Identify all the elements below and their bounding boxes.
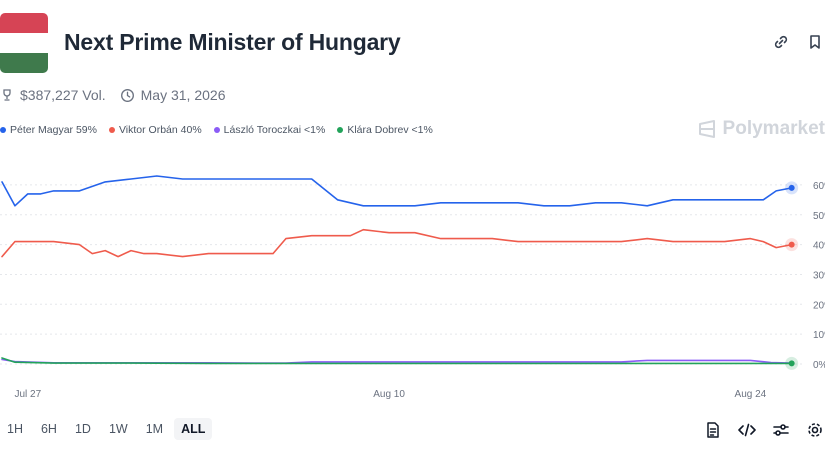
- flag-stripe-green: [0, 53, 48, 73]
- trophy-icon: [3, 89, 11, 101]
- chart-tools: [703, 420, 825, 440]
- embed-code-icon[interactable]: [737, 420, 757, 440]
- range-6h[interactable]: 6H: [40, 422, 57, 436]
- legend-dot: [213, 127, 220, 133]
- range-1w[interactable]: 1W: [108, 422, 128, 436]
- polymarket-watermark: Polymarket: [697, 118, 825, 140]
- series-line-3: [1, 357, 793, 365]
- market-title: Next Prime Minister of Hungary: [64, 29, 401, 55]
- legend-label: Péter Magyar 59%: [10, 124, 97, 136]
- endpoint-dot: [788, 241, 795, 248]
- endpoint-dot: [788, 360, 795, 367]
- market-meta: $387,227 Vol. May 31, 2026: [0, 87, 225, 103]
- link-icon[interactable]: [771, 32, 791, 52]
- y-tick-label: 50%: [813, 211, 825, 222]
- settings-icon[interactable]: [805, 420, 825, 440]
- watermark-text: Polymarket: [722, 118, 825, 139]
- flag-stripe-red: [0, 13, 48, 33]
- legend-dot: [337, 127, 344, 133]
- range-1h[interactable]: 1H: [7, 422, 23, 436]
- y-tick-label: 40%: [813, 241, 825, 252]
- y-tick-label: 60%: [813, 181, 825, 192]
- legend-label: Klára Dobrev <1%: [347, 124, 433, 136]
- y-tick-label: 20%: [813, 300, 825, 311]
- chart-legend: Péter Magyar 59% Viktor Orbán 40% László…: [0, 124, 433, 136]
- hungary-flag: [0, 13, 48, 73]
- sliders-icon[interactable]: [771, 420, 791, 440]
- endpoint-dot: [788, 184, 795, 191]
- series-line-0: [1, 175, 793, 207]
- range-1d[interactable]: 1D: [74, 422, 91, 436]
- legend-item-magyar: Péter Magyar 59%: [0, 124, 97, 136]
- header-actions: [771, 32, 825, 52]
- price-chart[interactable]: 0% 10% 20% 30% 40% 50% 60% Jul 27 Aug 10 Aug 24: [0, 160, 825, 410]
- series-line-1: [1, 228, 793, 258]
- end-date-text: May 31, 2026: [140, 87, 226, 103]
- x-tick-label: Jul 27: [14, 389, 41, 400]
- volume-text: $387,227 Vol.: [20, 87, 106, 103]
- range-all[interactable]: ALL: [174, 418, 213, 440]
- y-tick-label: 10%: [813, 330, 825, 341]
- clock-icon: [120, 88, 134, 102]
- range-1m[interactable]: 1M: [145, 422, 164, 436]
- x-tick-label: Aug 10: [373, 389, 405, 400]
- x-tick-label: Aug 24: [735, 389, 767, 400]
- legend-label: László Toroczkai <1%: [223, 124, 326, 136]
- legend-item-orban: Viktor Orbán 40%: [108, 124, 202, 136]
- document-icon[interactable]: [703, 420, 723, 440]
- legend-dot: [108, 127, 115, 133]
- time-range-selector: 1H 6H 1D 1W 1M ALL: [0, 418, 213, 440]
- y-tick-label: 0%: [813, 360, 825, 371]
- bookmark-icon[interactable]: [805, 32, 825, 52]
- legend-item-dobrev: Klára Dobrev <1%: [337, 124, 433, 136]
- y-tick-label: 30%: [813, 270, 825, 281]
- volume-info: $387,227 Vol.: [0, 87, 106, 103]
- legend-label: Viktor Orbán 40%: [118, 124, 202, 136]
- end-date-info: May 31, 2026: [120, 87, 226, 103]
- legend-item-toroczkai: László Toroczkai <1%: [213, 124, 326, 136]
- flag-stripe-white: [0, 33, 48, 53]
- legend-dot: [0, 127, 6, 133]
- polymarket-logo-icon: [698, 120, 715, 138]
